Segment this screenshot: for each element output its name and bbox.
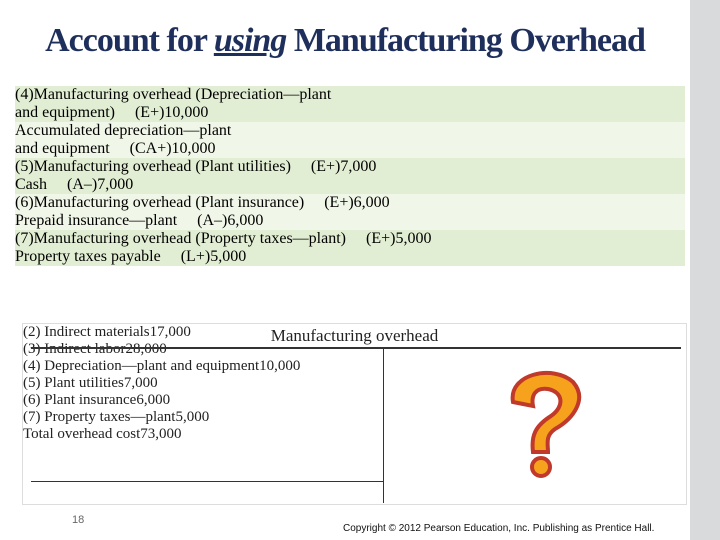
total-line xyxy=(31,481,383,482)
label: (3) Indirect labor xyxy=(23,341,126,357)
entry-number: (6) xyxy=(15,194,34,211)
amount: 7,000 xyxy=(123,375,158,391)
journal-row: Cash (A–)7,000 xyxy=(15,176,685,194)
t-line xyxy=(383,348,384,503)
journal-row: Prepaid insurance—plant (A–)6,000 xyxy=(15,212,685,230)
account: Accumulated depreciation—plant xyxy=(15,122,232,139)
account-row: (5) Plant utilities7,000 xyxy=(23,375,686,392)
t-line xyxy=(31,347,681,349)
journal-row: (5)Manufacturing overhead (Plant utiliti… xyxy=(15,158,685,176)
label: (2) Indirect materials xyxy=(23,324,150,340)
debit: 5,000 xyxy=(395,230,432,247)
entry-number: (4) xyxy=(15,86,34,103)
debit: 7,000 xyxy=(340,158,377,175)
title-text: Account for xyxy=(45,22,214,59)
page-number: 18 xyxy=(72,514,85,526)
label: (7) Property taxes—plant xyxy=(23,409,176,425)
debit: 10,000 xyxy=(164,104,209,121)
side-band xyxy=(690,0,720,540)
t-account: Manufacturing overhead (2) Indirect mate… xyxy=(22,323,687,505)
question-icon xyxy=(510,370,581,478)
title-emphasis: using xyxy=(213,22,287,59)
journal-row: and equipment) (E+)10,000 xyxy=(15,104,685,122)
account-row: (4) Depreciation—plant and equipment10,0… xyxy=(23,358,686,375)
amount: 73,000 xyxy=(140,426,182,442)
journal-row: Property taxes payable (L+)5,000 xyxy=(15,248,685,266)
account-row: (3) Indirect labor28,000 xyxy=(23,341,686,358)
account: Manufacturing overhead (Plant utilities)… xyxy=(33,158,341,175)
journal-row: Accumulated depreciation—plant xyxy=(15,122,685,140)
account: and equipment (CA+) xyxy=(15,140,172,157)
total-row: Total overhead cost73,000 xyxy=(23,426,686,443)
title: Account for using Manufacturing Overhead xyxy=(0,22,690,60)
journal-row: (7)Manufacturing overhead (Property taxe… xyxy=(15,230,685,248)
amount: 6,000 xyxy=(136,392,171,408)
credit: 6,000 xyxy=(227,212,264,229)
entry-number: (5) xyxy=(15,158,34,175)
account: Manufacturing overhead (Depreciation—pla… xyxy=(33,86,332,103)
account: Prepaid insurance—plant (A–) xyxy=(15,212,228,229)
label: (6) Plant insurance xyxy=(23,392,137,408)
account: Cash (A–) xyxy=(15,176,98,193)
journal-row: and equipment (CA+)10,000 xyxy=(15,140,685,158)
account-row: (2) Indirect materials17,000 xyxy=(23,324,686,341)
amount: 17,000 xyxy=(149,324,191,340)
amount: 28,000 xyxy=(125,341,167,357)
account: and equipment) (E+) xyxy=(15,104,165,121)
account-row: (7) Property taxes—plant5,000 xyxy=(23,409,686,426)
credit: 10,000 xyxy=(171,140,216,157)
t-account-title: Manufacturing overhead xyxy=(270,326,439,345)
copyright: Copyright © 2012 Pearson Education, Inc.… xyxy=(343,523,655,534)
amount: 5,000 xyxy=(175,409,210,425)
account: Manufacturing overhead (Plant insurance)… xyxy=(33,194,354,211)
entry-number: (7) xyxy=(15,230,34,247)
debit: 6,000 xyxy=(353,194,390,211)
credit: 5,000 xyxy=(210,248,247,265)
journal-table: (4)Manufacturing overhead (Depreciation—… xyxy=(15,86,685,309)
account-row: (6) Plant insurance6,000 xyxy=(23,392,686,409)
title-text: Manufacturing Overhead xyxy=(286,22,646,59)
amount: 10,000 xyxy=(259,358,301,374)
label: Total overhead cost xyxy=(23,426,141,442)
account: Property taxes payable (L+) xyxy=(15,248,211,265)
credit: 7,000 xyxy=(97,176,134,193)
journal-row: (6)Manufacturing overhead (Plant insuran… xyxy=(15,194,685,212)
label: (5) Plant utilities xyxy=(23,375,124,391)
label: (4) Depreciation—plant and equipment xyxy=(23,358,260,374)
journal-row: (4)Manufacturing overhead (Depreciation—… xyxy=(15,86,685,104)
account: Manufacturing overhead (Property taxes—p… xyxy=(33,230,396,247)
